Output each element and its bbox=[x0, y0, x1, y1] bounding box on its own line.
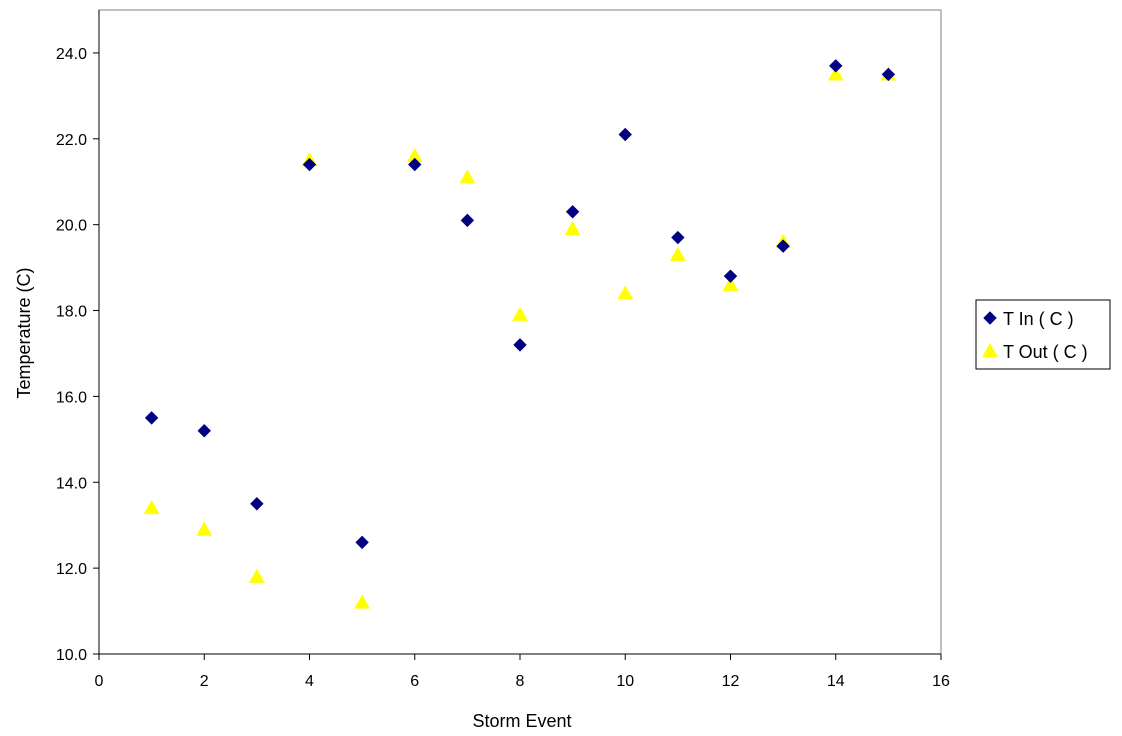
data-point-t-in bbox=[408, 157, 422, 172]
data-point-t-in bbox=[197, 424, 211, 438]
x-tick-label: 10 bbox=[616, 673, 634, 690]
x-axis-title: Storm Event bbox=[472, 711, 571, 731]
data-point-t-in bbox=[513, 338, 527, 352]
x-tick-label: 16 bbox=[932, 673, 950, 690]
y-tick-label: 22.0 bbox=[56, 132, 87, 149]
legend: T In ( C ) T Out ( C ) bbox=[975, 299, 1111, 370]
legend-marker-0 bbox=[983, 311, 997, 325]
data-point-t-out bbox=[564, 220, 581, 236]
data-point-t-in bbox=[776, 239, 790, 253]
y-tick-label: 16.0 bbox=[56, 389, 87, 406]
data-point-t-in bbox=[302, 157, 317, 172]
data-point-t-out bbox=[827, 66, 844, 81]
x-tick-label: 14 bbox=[827, 673, 845, 690]
y-tick-label: 20.0 bbox=[56, 218, 87, 235]
y-tick-label: 18.0 bbox=[56, 304, 87, 321]
data-point-t-out bbox=[143, 499, 160, 515]
legend-box bbox=[975, 299, 1111, 370]
data-point-t-in bbox=[671, 230, 685, 245]
data-point-t-in bbox=[829, 59, 843, 73]
y-tick-label: 10.0 bbox=[56, 647, 87, 664]
legend-label-1: T Out ( C ) bbox=[1003, 342, 1088, 362]
data-point-t-out bbox=[512, 306, 528, 321]
y-tick-label: 12.0 bbox=[56, 561, 87, 578]
data-point-t-out bbox=[354, 594, 370, 609]
plot-area bbox=[98, 9, 942, 655]
data-point-t-in bbox=[723, 269, 738, 283]
data-point-t-in bbox=[460, 213, 475, 228]
x-tick-label: 8 bbox=[516, 673, 525, 690]
data-point-t-out bbox=[249, 568, 265, 583]
data-point-t-out bbox=[617, 285, 634, 300]
data-point-t-in bbox=[355, 535, 369, 550]
data-point-t-out bbox=[196, 521, 213, 536]
x-tick-label: 2 bbox=[200, 673, 209, 690]
data-marks bbox=[143, 59, 897, 609]
data-point-t-in bbox=[565, 205, 580, 219]
data-point-t-in bbox=[618, 127, 632, 142]
y-axis-title: Temperature (C) bbox=[14, 267, 34, 398]
x-tick-label: 12 bbox=[722, 673, 740, 690]
x-tick-label: 4 bbox=[305, 673, 314, 690]
axes: 0 2 4 6 8 10 12 14 16 10.0 12.0 14.0 16.0 18.0 20.0 22.… bbox=[56, 10, 950, 690]
x-tick-label: 0 bbox=[95, 673, 104, 690]
data-point-t-in bbox=[250, 497, 264, 511]
y-tick-label: 24.0 bbox=[56, 46, 87, 63]
x-tick-label: 6 bbox=[410, 673, 419, 690]
data-point-t-out bbox=[670, 246, 686, 261]
y-tick-label: 14.0 bbox=[56, 475, 87, 492]
data-point-t-in bbox=[144, 411, 159, 425]
legend-label-0: T In ( C ) bbox=[1003, 309, 1074, 329]
series-0 bbox=[144, 59, 896, 550]
data-point-t-out bbox=[459, 169, 476, 184]
data-point-t-in bbox=[881, 67, 896, 82]
legend-marker-1 bbox=[982, 342, 998, 358]
data-point-t-out bbox=[722, 276, 739, 291]
